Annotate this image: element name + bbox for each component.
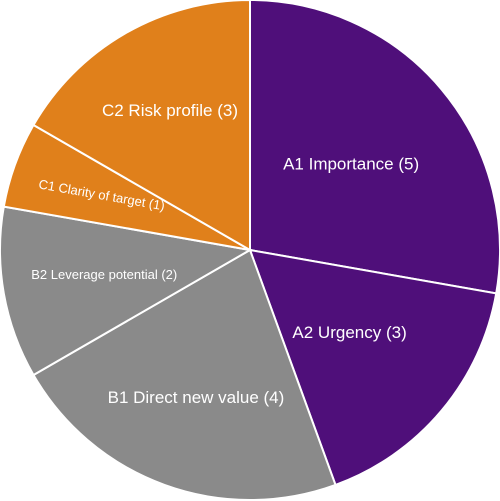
- slice-label: A1 Importance (5): [283, 155, 419, 174]
- pie-slice: [249, 0, 500, 295]
- slice-label: B1 Direct new value (4): [108, 388, 285, 407]
- slice-label: B2 Leverage potential (2): [31, 267, 177, 282]
- pie-slice: [0, 205, 253, 377]
- pie-slice: [248, 248, 498, 487]
- slice-label: A2 Urgency (3): [292, 323, 406, 342]
- slice-label: C2 Risk profile (3): [102, 101, 238, 120]
- pie-slice: [32, 0, 251, 252]
- pie-slice: [32, 248, 337, 501]
